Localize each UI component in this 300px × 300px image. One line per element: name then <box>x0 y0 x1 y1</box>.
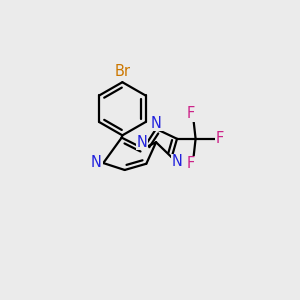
Text: N: N <box>91 155 102 170</box>
Text: F: F <box>216 131 224 146</box>
Text: N: N <box>151 116 162 130</box>
Text: N: N <box>137 134 148 149</box>
Text: N: N <box>172 154 183 169</box>
Text: F: F <box>187 106 195 121</box>
Text: Br: Br <box>114 64 130 79</box>
Text: F: F <box>187 156 195 171</box>
